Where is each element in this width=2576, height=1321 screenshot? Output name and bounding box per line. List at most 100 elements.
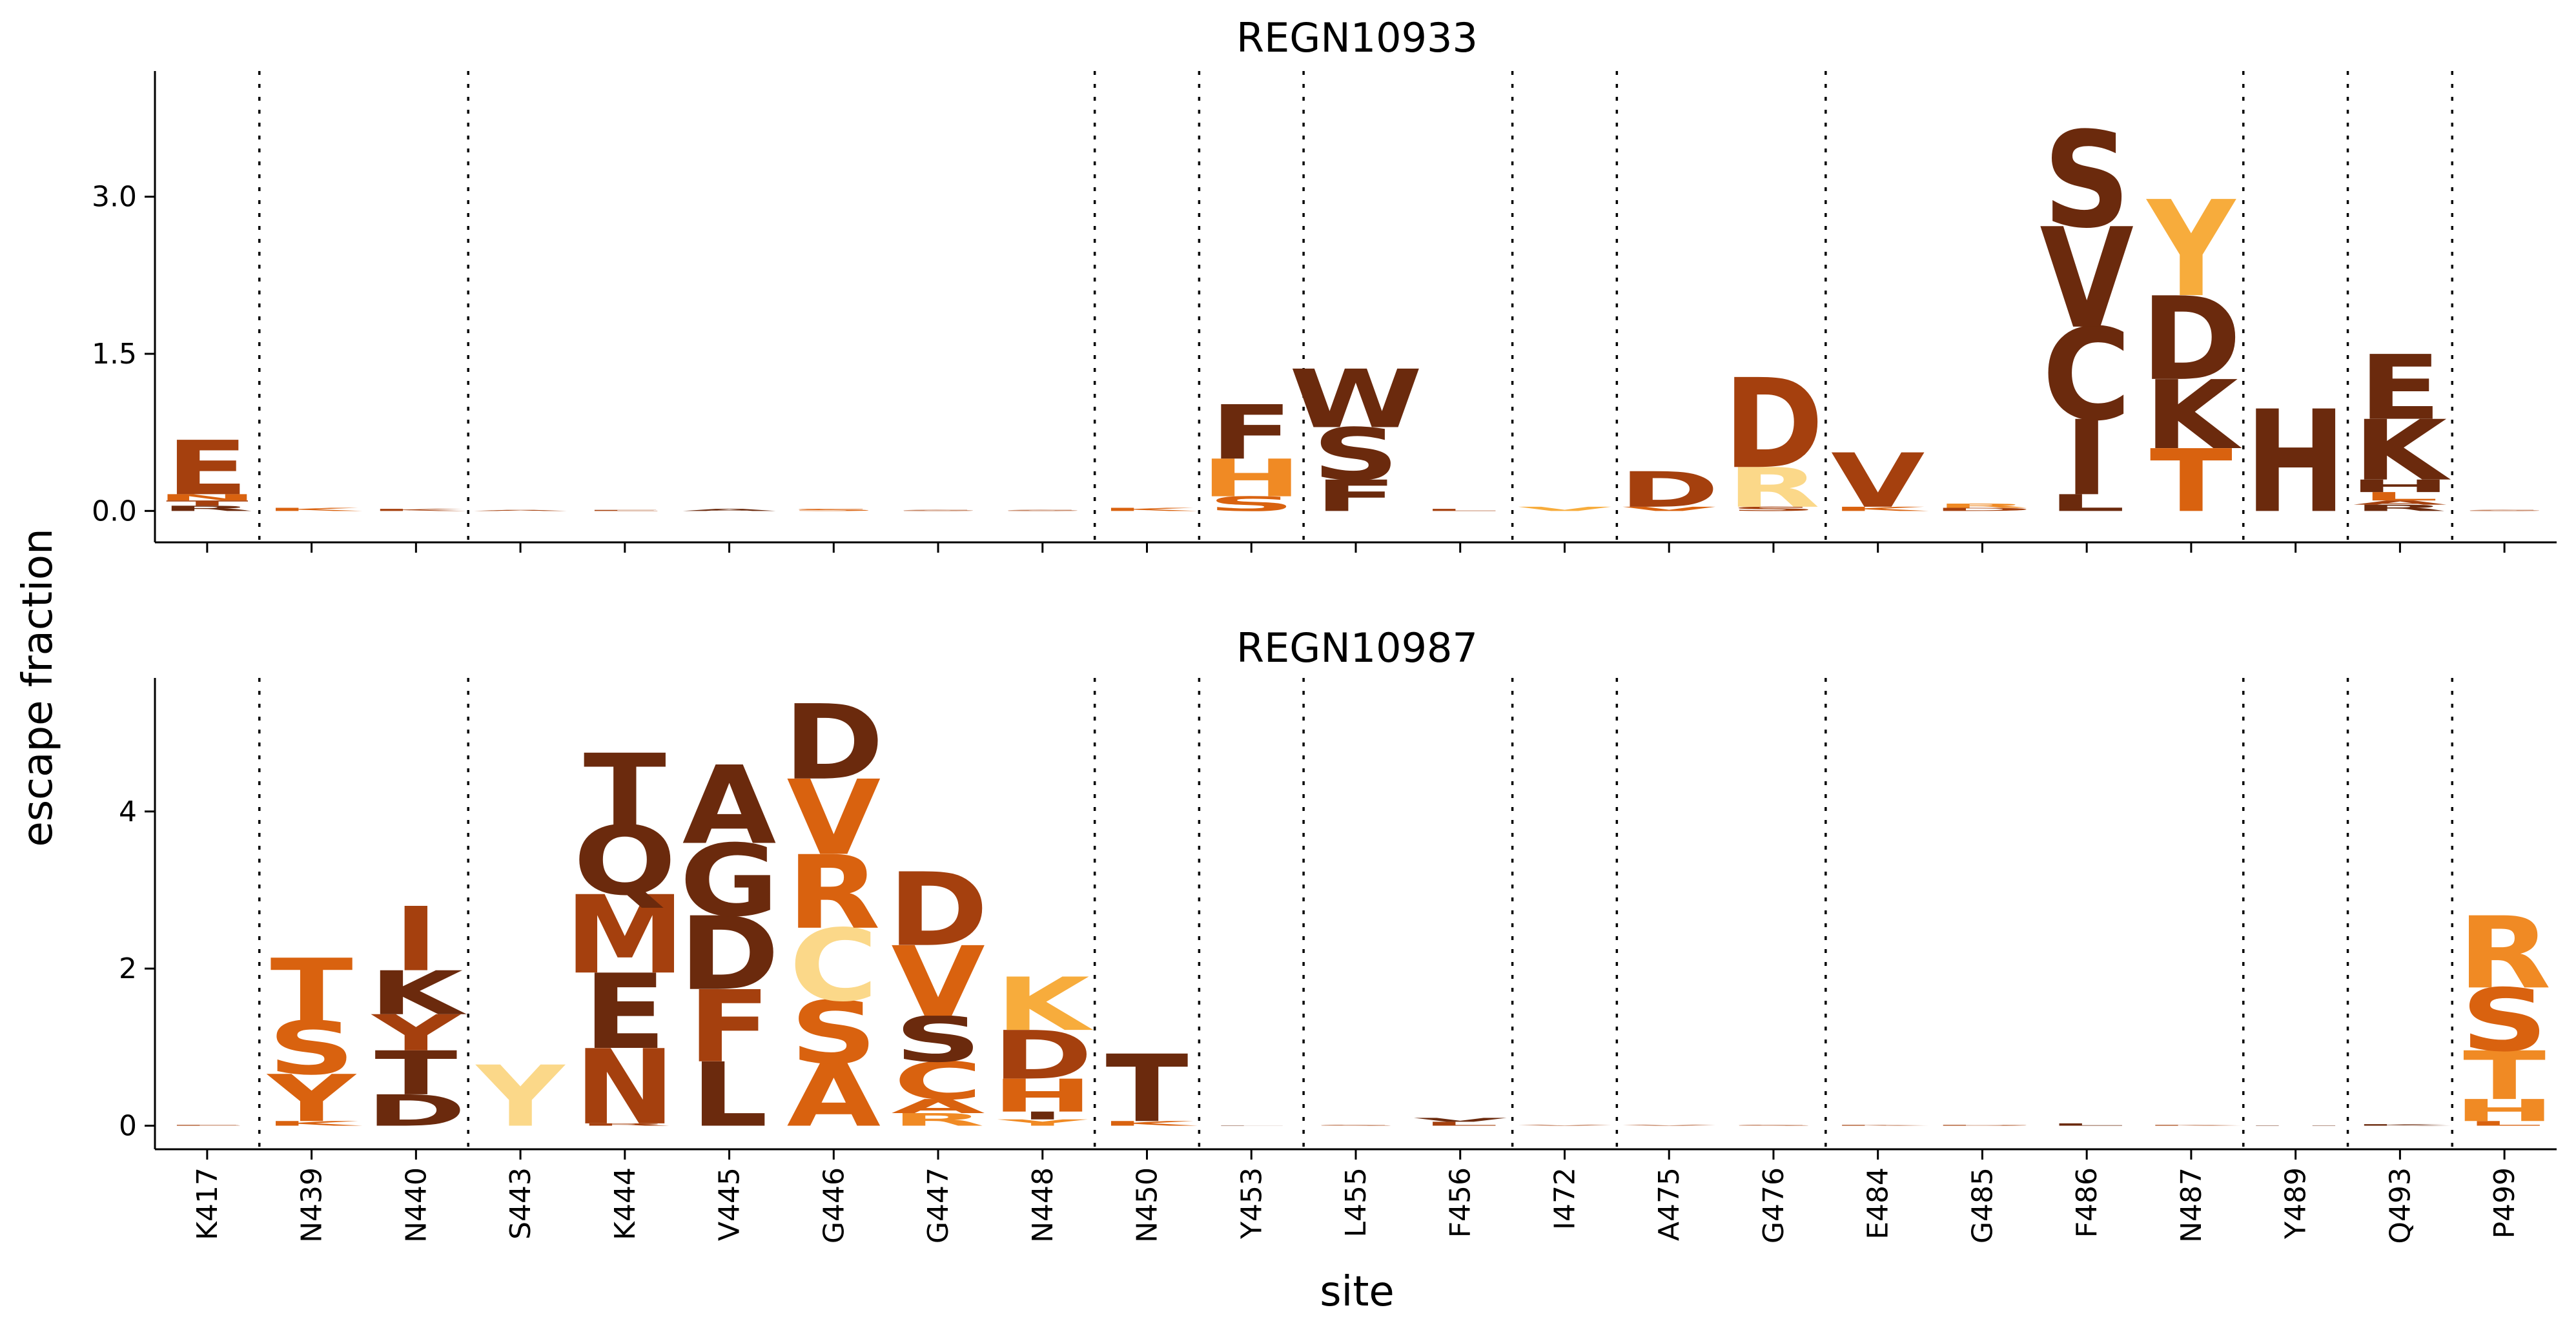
logo-letter-H: H (2453, 1093, 2555, 1128)
logo-letter-R: R (787, 834, 881, 952)
logo-letter-E: E (584, 509, 666, 511)
logo-letter-D: D (783, 683, 884, 803)
logo-letter-A: A (787, 1047, 881, 1147)
logo-letter-K: K (1831, 1125, 1930, 1126)
logo-letter-Y: Y (371, 1005, 462, 1062)
logo-letter-K: K (265, 507, 363, 512)
x-tick-label: P499 (2488, 1167, 2521, 1239)
logo-letter-K: K (2353, 403, 2451, 500)
logo-letter-D: D (1932, 1125, 2032, 1126)
x-tick-label: A475 (1653, 1167, 1686, 1241)
logo-letter-V: V (1622, 1125, 1716, 1126)
logo-letter-S: S (1208, 492, 1295, 515)
logo-letter-K: K (2353, 1123, 2452, 1126)
logo-letter-S: S (2460, 971, 2548, 1071)
logo-letter-H: H (2245, 1125, 2346, 1126)
logo-letter-I: I (2064, 399, 2109, 519)
logo-letter-K: K (369, 508, 468, 511)
y-tick-label: 1.5 (92, 338, 137, 371)
logo-letter-V: V (1518, 506, 1612, 512)
logo-letter-R: R (892, 1110, 985, 1130)
logo-letter-S: S (999, 509, 1086, 511)
x-tick-label: N439 (296, 1167, 329, 1243)
y-tick-label: 3.0 (92, 181, 137, 214)
logo-letter-C: C (894, 1051, 983, 1111)
logo-letter-A: A (473, 509, 567, 511)
logo-letter-S: S (1730, 1125, 1817, 1126)
y-tick-label: 4 (119, 795, 137, 828)
x-tick-label: S443 (504, 1167, 537, 1240)
logo-letter-R: R (1936, 502, 2029, 509)
logo-letter-I: I (1020, 1109, 1065, 1121)
logo-letter-L: L (2361, 490, 2438, 504)
x-tick-label: G447 (922, 1167, 955, 1244)
logo-letter-T: T (2150, 432, 2233, 532)
logo-letter-T: T (271, 941, 353, 1041)
x-tick-label: G476 (1757, 1167, 1790, 1244)
x-axis-label: site (1320, 1268, 1395, 1316)
logo-letter-F: F (1210, 1125, 1293, 1126)
logo-letter-R: R (578, 1123, 671, 1127)
logo-letter-S: S (1312, 413, 1399, 497)
logo-letter-D: D (2141, 273, 2242, 407)
logo-letter-W: W (1289, 353, 1422, 446)
logo-letter-E: E (584, 952, 666, 1072)
logo-letter-R: R (2458, 896, 2551, 1011)
logo-letter-D: D (1723, 353, 1824, 497)
logo-letter-E: E (2358, 336, 2441, 440)
logo-letter-H: H (2349, 476, 2451, 496)
logo-letter-C: C (789, 909, 878, 1024)
logo-letter-A: A (682, 508, 777, 511)
y-tick-label: 0 (119, 1110, 137, 1143)
logo-letter-R: R (161, 504, 254, 513)
logo-letter-T: T (584, 733, 666, 848)
x-tick-label: N450 (1131, 1167, 1164, 1243)
logo-letter-K: K (1100, 1120, 1199, 1127)
logo-letter-H: H (1201, 449, 1302, 509)
x-tick-label: G446 (817, 1167, 850, 1244)
logo-letter-S: S (1730, 506, 1817, 512)
logo-letter-T: T (2463, 1037, 2546, 1115)
logo-letter-S: S (1312, 1125, 1399, 1126)
logo-letter-F: F (1314, 471, 1397, 522)
logo-letter-V: V (2039, 199, 2133, 359)
logo-letter-F: F (688, 970, 770, 1085)
logo-letter-E: E (166, 425, 249, 512)
logo-letter-L: L (1422, 508, 1499, 511)
logo-letter-A: A (2353, 499, 2448, 506)
x-tick-label: G485 (1966, 1167, 1999, 1244)
logo-letter-D: D (992, 1016, 1093, 1094)
y-axis-label: escape fraction (14, 528, 62, 846)
x-tick-label: N487 (2175, 1167, 2208, 1243)
x-tick-label: L455 (1340, 1167, 1373, 1238)
x-tick-label: N448 (1027, 1167, 1059, 1243)
logo-letter-V: V (1622, 506, 1716, 512)
logo-letter-S: S (268, 1006, 355, 1091)
x-tick-label: Y489 (2280, 1167, 2313, 1240)
x-tick-label: F486 (2070, 1167, 2103, 1238)
logo-letter-K: K (1100, 507, 1199, 512)
logo-letter-V: V (1518, 1125, 1612, 1126)
logo-letter-Y: Y (266, 1061, 357, 1136)
logo-letter-V: V (1413, 1117, 1508, 1123)
logo-letter-R: R (2353, 503, 2447, 513)
logo-letter-F: F (1210, 389, 1293, 476)
logo-letter-D: D (888, 851, 988, 969)
logo-letter-S: S (790, 508, 877, 511)
logo-letter-N: N (156, 493, 258, 503)
y-tick-label: 0.0 (92, 495, 137, 527)
logo-letter-Y: Y (997, 1118, 1088, 1128)
logo-letter-A: A (682, 743, 776, 868)
logo-letter-E: E (166, 1125, 249, 1126)
logo-letter-H: H (2245, 380, 2346, 544)
logo-letter-N: N (574, 1028, 675, 1148)
logo-letter-Y: Y (475, 1049, 566, 1146)
logo-letter-H: H (992, 1070, 1093, 1122)
x-tick-label: I472 (1548, 1167, 1581, 1230)
logo-letter-S: S (894, 1003, 981, 1076)
logo-letter-G: G (679, 824, 779, 939)
logo-letter-R: R (1727, 456, 1821, 520)
x-tick-label: E484 (1862, 1167, 1895, 1240)
